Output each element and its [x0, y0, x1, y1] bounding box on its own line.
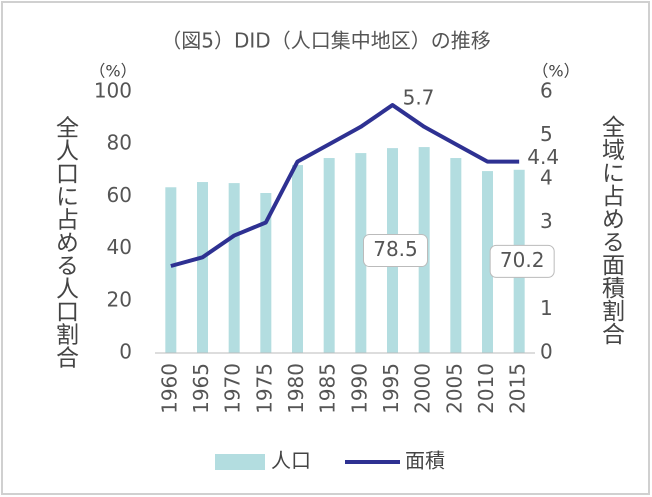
- y-tick-label: 20: [107, 287, 132, 311]
- x-tick-label: 2010: [474, 363, 498, 414]
- bar: [260, 193, 272, 353]
- y-tick-label: 100: [94, 79, 132, 103]
- legend-label: 人口: [271, 449, 311, 473]
- line: [170, 103, 520, 268]
- bar: [228, 183, 240, 353]
- x-tick-label: 1980: [284, 363, 308, 414]
- y-tick-label: 60: [107, 183, 132, 207]
- bar: [292, 165, 303, 353]
- bar: [482, 171, 493, 353]
- data-label: 78.5: [373, 237, 418, 261]
- y2-tick-label: 0: [540, 340, 553, 364]
- x-tick-label: 2015: [506, 363, 530, 414]
- bar: [197, 182, 208, 353]
- data-label-box: [489, 244, 555, 278]
- y2-unit: （%）: [532, 62, 579, 81]
- y2-tick-label: 6: [540, 79, 553, 103]
- y-tick-label: 80: [107, 131, 132, 155]
- y-unit: （%）: [89, 62, 136, 81]
- data-label: 5.7: [403, 86, 435, 110]
- x-tick-label: 1960: [157, 363, 181, 414]
- data-label: 4.4: [527, 145, 559, 169]
- bar: [450, 158, 462, 353]
- y2-tick-label: 4: [540, 166, 553, 190]
- y2-tick-label: 1: [540, 296, 553, 320]
- bar: [323, 158, 335, 353]
- y-tick-label: 40: [107, 235, 132, 259]
- y2-tick-label: 3: [540, 209, 553, 233]
- x-tick-label: 2005: [442, 363, 466, 414]
- x-tick-label: 1985: [316, 363, 340, 414]
- chart-title: （図5）DID（人口集中地区）の推移: [161, 29, 490, 53]
- bar: [165, 187, 177, 353]
- x-tick-label: 1995: [379, 363, 403, 414]
- x-tick-label: 2000: [411, 363, 435, 414]
- legend-swatch: [215, 454, 265, 470]
- y-axis-title: 全人口に占める人口割合: [52, 116, 80, 369]
- x-tick-label: 1970: [221, 363, 245, 414]
- y-tick-label: 0: [119, 340, 132, 364]
- legend-label: 面積: [405, 449, 445, 473]
- data-label: 70.2: [500, 248, 545, 272]
- y2-axis-title: 全域に占める面積割合: [598, 115, 626, 345]
- y2-tick-label: 5: [540, 122, 553, 146]
- data-label-box: [363, 234, 428, 268]
- x-tick-label: 1965: [189, 363, 213, 414]
- bar: [355, 153, 367, 353]
- x-tick-label: 1975: [252, 363, 276, 414]
- x-tick-label: 1990: [347, 363, 371, 414]
